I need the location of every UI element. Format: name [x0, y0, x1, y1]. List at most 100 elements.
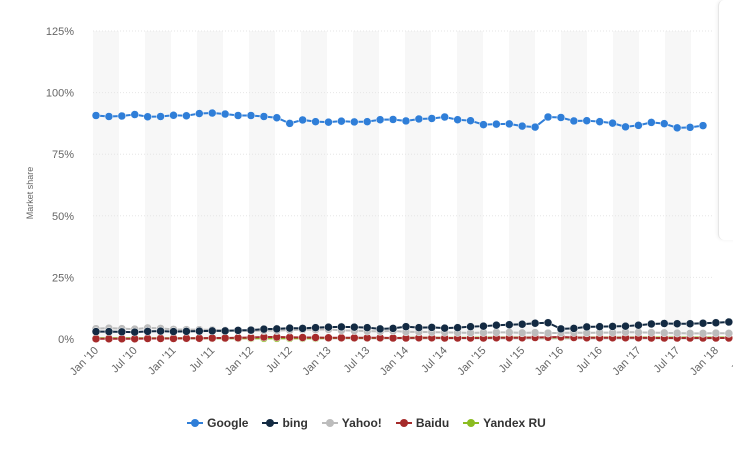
data-point [595, 322, 604, 331]
data-point [246, 325, 256, 335]
data-point [724, 329, 733, 338]
data-point [233, 326, 243, 335]
data-point [582, 322, 592, 332]
data-point [569, 116, 579, 126]
y-tick-label: 50% [52, 211, 74, 223]
data-point [543, 318, 553, 327]
data-point [207, 108, 217, 118]
data-point [672, 123, 682, 133]
data-point [259, 112, 269, 121]
data-point [466, 116, 475, 125]
data-point [414, 323, 424, 332]
y-tick-label: 0% [58, 334, 74, 346]
data-point [530, 328, 540, 337]
data-point [156, 334, 165, 343]
data-point [104, 334, 114, 344]
data-point [298, 324, 307, 333]
plot-band [457, 31, 483, 339]
legend-item-bing[interactable]: bing [262, 416, 308, 430]
data-point [298, 115, 307, 125]
data-point [220, 333, 230, 343]
data-point [401, 116, 411, 126]
plot-band [93, 31, 119, 339]
data-point [401, 322, 411, 331]
data-point [660, 328, 669, 338]
x-tick-label: Jan '13 [300, 345, 333, 378]
data-point [375, 324, 385, 334]
x-tick-label: Jan '15 [455, 345, 488, 378]
x-tick-label: Jan '10 [68, 345, 101, 378]
data-point [285, 323, 294, 333]
data-point [634, 121, 643, 130]
data-point [130, 327, 139, 337]
data-point [143, 327, 152, 336]
data-point [440, 323, 449, 333]
data-point [466, 322, 475, 331]
data-point [479, 120, 488, 129]
data-point [337, 322, 346, 332]
plot-band [301, 31, 327, 339]
data-point [104, 112, 114, 121]
legend-google-label: Google [207, 416, 249, 430]
data-point [453, 115, 462, 124]
legend-baidu-label: Baidu [415, 416, 450, 430]
data-point [479, 321, 488, 331]
data-point [169, 111, 178, 120]
data-point [91, 111, 101, 120]
x-tick-label: Jul '10 [109, 345, 140, 376]
legend-baidu-marker-icon [395, 418, 412, 428]
data-point [195, 109, 204, 118]
data-point [634, 328, 643, 337]
plot-band [405, 31, 431, 339]
data-point [530, 318, 540, 328]
x-tick-label: Jul '14 [419, 345, 450, 376]
data-point [350, 117, 359, 127]
data-point [556, 113, 566, 122]
data-point [517, 121, 527, 131]
x-tick-label: Jul '13 [342, 345, 373, 376]
data-point [569, 324, 579, 333]
data-point [182, 111, 191, 121]
data-point [91, 327, 101, 336]
chart-legend: Google bing Yahoo! Baidu Yandex RU [0, 412, 733, 434]
legend-item-google[interactable]: Google [187, 416, 248, 430]
data-point [634, 320, 643, 330]
data-point [233, 111, 243, 120]
plot-band [249, 31, 275, 339]
data-point [440, 112, 449, 122]
plot-band [353, 31, 379, 339]
plot-band [561, 31, 587, 339]
data-point [311, 323, 320, 332]
y-tick-label: 125% [46, 26, 74, 38]
data-point [337, 333, 346, 343]
data-point [324, 117, 333, 127]
x-tick-label: Jan '17 [610, 345, 643, 378]
plot-band [145, 31, 171, 339]
data-point [608, 322, 617, 331]
x-tick-label: Jul '16 [574, 345, 605, 376]
data-point [350, 322, 359, 332]
data-point [647, 319, 656, 329]
data-point [388, 324, 398, 333]
data-point [375, 115, 385, 124]
data-point [543, 112, 553, 122]
data-point [233, 333, 243, 343]
data-point [672, 319, 682, 328]
x-tick-label: Jan '18 [688, 345, 721, 378]
data-point [517, 328, 527, 338]
data-point [350, 333, 359, 343]
legend-item-yahoo[interactable]: Yahoo! [321, 416, 382, 430]
data-point [311, 333, 320, 342]
legend-item-yandex[interactable]: Yandex RU [463, 416, 546, 430]
data-point [724, 317, 733, 327]
legend-item-baidu[interactable]: Baidu [395, 416, 450, 430]
data-point [427, 114, 437, 123]
y-tick-label: 25% [52, 272, 74, 284]
data-point [698, 318, 708, 328]
data-point [324, 322, 333, 332]
data-point [182, 327, 191, 336]
data-point [672, 328, 682, 338]
data-point [272, 113, 282, 122]
y-axis-title: Market share [25, 167, 35, 220]
legend-yahoo-marker-icon [321, 418, 338, 428]
